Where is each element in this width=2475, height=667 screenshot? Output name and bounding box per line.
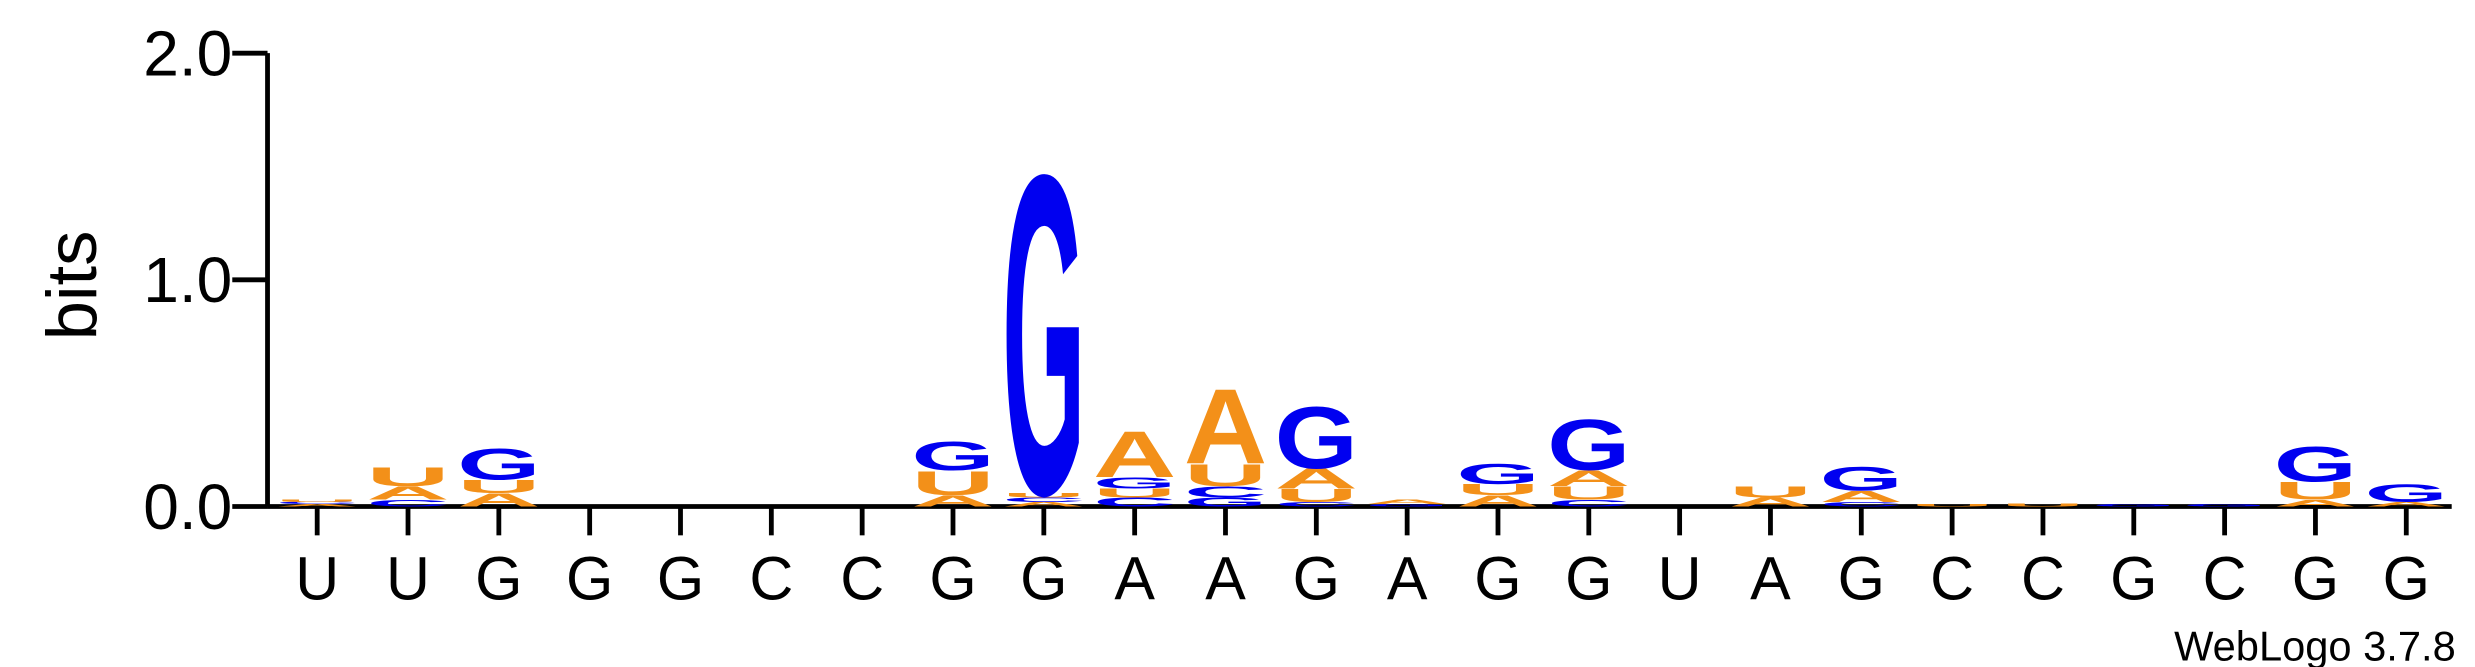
letter: C — [1275, 501, 1358, 508]
letter: G — [1093, 474, 1176, 492]
letter: A — [1456, 492, 1539, 510]
x-tick-label: G — [475, 544, 522, 612]
y-axis-label: bits — [32, 231, 111, 341]
x-tick-label: U — [386, 544, 430, 612]
x-tick-label: G — [1293, 544, 1340, 612]
letter: C — [1002, 496, 1085, 503]
letter: U — [911, 464, 994, 503]
x-tick-label: U — [1658, 544, 1702, 612]
letter: A — [2274, 498, 2357, 509]
letter: C — [276, 501, 359, 504]
x-tick-label: C — [2203, 544, 2247, 612]
letter: U — [2001, 502, 2084, 507]
x-tick-label: G — [1838, 544, 1885, 612]
letter: U — [1456, 481, 1539, 499]
letter: U — [1093, 486, 1176, 500]
letter: G — [1365, 504, 1448, 507]
letter: A — [276, 504, 359, 507]
y-tick-label: 0.0 — [143, 471, 232, 543]
letter: A — [1093, 417, 1176, 491]
letter: U — [1275, 485, 1358, 506]
x-tick-label: U — [295, 544, 339, 612]
letter: C — [1547, 498, 1630, 509]
x-tick-label: G — [1020, 544, 1067, 612]
letter: G — [1456, 459, 1539, 490]
letter: U — [1910, 504, 1993, 507]
x-tick-label: G — [657, 544, 704, 612]
letter: U — [276, 499, 359, 502]
letter: C — [1820, 501, 1903, 508]
y-tick-label: 1.0 — [143, 244, 232, 316]
x-tick-label: G — [2292, 544, 2339, 612]
letter: G — [1275, 389, 1358, 488]
x-tick-label: C — [2021, 544, 2065, 612]
letter: A — [1820, 488, 1903, 506]
x-tick-label: A — [1114, 544, 1155, 612]
x-tick-label: C — [749, 544, 793, 612]
letter: A — [2365, 501, 2448, 508]
letter: G — [2274, 436, 2357, 492]
letter: A — [1547, 466, 1630, 491]
letter: C — [366, 498, 449, 509]
letter: U — [1002, 492, 1085, 499]
letter: G — [2365, 479, 2448, 507]
letter: A — [1365, 499, 1448, 506]
letter: C — [1093, 495, 1176, 509]
x-tick-label: G — [2110, 544, 2157, 612]
x-tick-label: A — [1387, 544, 1428, 612]
letter: A — [1729, 495, 1812, 509]
letter: G — [1002, 80, 1085, 591]
annotation: WebLogo 3.7.8 — [2174, 622, 2456, 667]
letter: U — [366, 462, 449, 492]
letter: G — [2183, 504, 2266, 507]
letter: U — [2274, 477, 2357, 505]
x-tick-label: G — [929, 544, 976, 612]
letter: G — [1547, 404, 1630, 486]
letter: U — [1184, 458, 1267, 493]
x-tick-label: G — [566, 544, 613, 612]
x-tick-label: C — [840, 544, 884, 612]
x-tick-label: A — [1205, 544, 1246, 612]
letter: U — [457, 476, 540, 497]
letter: A — [1184, 367, 1267, 486]
letter: G — [1184, 495, 1267, 509]
letter: U — [1547, 483, 1630, 504]
letter: A — [1275, 463, 1358, 494]
x-tick-label: G — [1565, 544, 1612, 612]
x-tick-label: G — [1474, 544, 1521, 612]
letter: C — [1184, 483, 1267, 501]
letter: G — [457, 440, 540, 489]
letter: G — [2092, 504, 2175, 507]
letter: G — [911, 433, 994, 479]
x-tick-label: A — [1750, 544, 1791, 612]
x-tick-label: C — [1930, 544, 1974, 612]
letter: A — [366, 483, 449, 504]
y-tick-label: 2.0 — [143, 18, 232, 90]
letter: A — [457, 489, 540, 510]
letter: A — [1002, 501, 1085, 508]
letter: A — [911, 492, 994, 510]
letter: G — [1820, 459, 1903, 498]
letter: U — [1729, 483, 1812, 501]
x-tick-label: G — [2383, 544, 2430, 612]
